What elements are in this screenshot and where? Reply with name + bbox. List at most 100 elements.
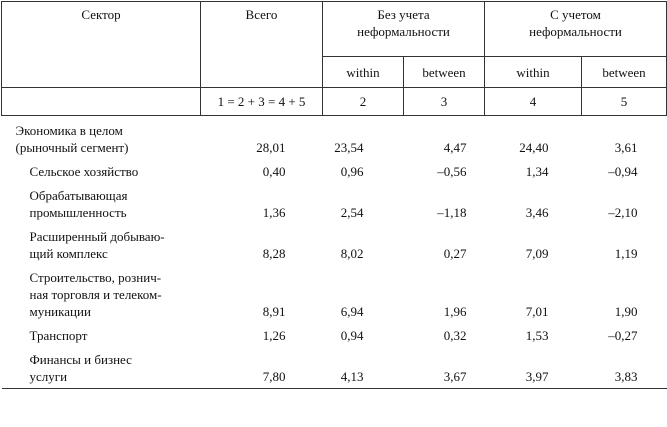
value-cell: 8,02 <box>323 224 404 265</box>
table-row: Расширенный добываю-щий комплекс 8,28 8,02… <box>2 224 667 265</box>
header-text: неформальности <box>357 24 450 39</box>
header-text: 4 <box>529 94 537 109</box>
header-text: Без учета <box>377 7 430 22</box>
table-row: Транспорт 1,26 0,94 0,32 1,53 –0,27 <box>2 323 667 347</box>
sector-cell: Финансы и бизнес услуги <box>1 347 201 389</box>
table-body: Экономика в целом (рыночный сегмент) 28,01… <box>1 116 667 389</box>
header-text: Сектор <box>81 7 121 22</box>
sector-text: (рыночный сегмент) <box>15 140 129 155</box>
sector-cell: Транспорт <box>2 323 201 347</box>
value-cell: 7,01 <box>485 265 582 323</box>
sector-text: Экономика в целом <box>15 123 123 138</box>
value-text: 1,96 <box>443 304 467 319</box>
header-cell: С учетом неформальности <box>484 1 667 57</box>
value-text: 3,61 <box>614 140 638 155</box>
value-text: 7,09 <box>525 246 549 261</box>
value-text: 24,40 <box>519 140 549 155</box>
header-text: С учетом <box>550 7 601 22</box>
value-text: 6,94 <box>340 304 364 319</box>
value-cell: 1,36 <box>201 183 323 224</box>
table-row: Сельское хозяйство 0,40 0,96 –0,56 1,34 –0,94 <box>2 159 667 183</box>
header-text: within <box>516 64 550 80</box>
header-text: within <box>346 64 380 80</box>
value-cell: 3,46 <box>485 183 582 224</box>
value-cell: 4,47 <box>404 116 485 160</box>
value-text: 0,32 <box>443 328 467 343</box>
table-header: Сектор Всего Без учета неформальности С у… <box>1 1 667 116</box>
value-text: 2,54 <box>340 205 364 220</box>
value-cell: 6,94 <box>323 265 404 323</box>
value-cell: 1,96 <box>404 265 485 323</box>
value-cell: –2,10 <box>582 183 667 224</box>
header-cell: 5 <box>581 87 667 116</box>
value-cell: 4,13 <box>322 347 404 389</box>
value-cell: 1,34 <box>485 159 582 183</box>
value-text: 1,19 <box>614 246 638 261</box>
sector-text: Расширенный добываю- <box>29 229 165 244</box>
sector-cell: Обрабатывающая промышленность <box>2 183 201 224</box>
value-cell: 0,27 <box>404 224 485 265</box>
sector-text: Сельское хозяйство <box>29 164 139 179</box>
header-cell: Сектор <box>1 1 201 88</box>
header-cell: within <box>322 56 404 88</box>
value-cell: 7,80 <box>200 347 323 389</box>
value-cell: 0,96 <box>323 159 404 183</box>
value-cell: –1,18 <box>404 183 485 224</box>
value-cell: 3,67 <box>403 347 485 389</box>
value-text: –0,27 <box>608 328 638 343</box>
header-cell: Без учета неформальности <box>322 1 485 57</box>
table-row: Финансы и бизнес услуги 7,80 4,13 3,67 3,97 3,… <box>1 347 667 389</box>
value-cell: 8,91 <box>201 265 323 323</box>
sector-text: Строительство, рознич- <box>29 270 162 285</box>
value-text: –0,56 <box>437 164 467 179</box>
value-text: 3,97 <box>525 369 549 384</box>
sector-text: промышленность <box>29 205 127 220</box>
sector-cell: Сельское хозяйство <box>2 159 201 183</box>
header-cell: 4 <box>484 87 582 116</box>
value-text: 7,80 <box>262 369 286 384</box>
value-cell: –0,56 <box>404 159 485 183</box>
value-text: 0,40 <box>262 164 286 179</box>
value-text: 3,46 <box>525 205 549 220</box>
value-cell: 1,26 <box>201 323 323 347</box>
value-text: 1,36 <box>262 205 286 220</box>
value-cell: –0,94 <box>582 159 667 183</box>
value-cell: 3,97 <box>484 347 582 389</box>
value-text: 4,47 <box>443 140 467 155</box>
value-cell: –0,27 <box>582 323 667 347</box>
value-text: 3,67 <box>443 369 467 384</box>
data-table: Сектор Всего Без учета неформальности С у… <box>1 1 667 389</box>
value-cell: 0,40 <box>201 159 323 183</box>
sector-text: ная торговля и телеком- <box>29 287 162 302</box>
header-cell <box>1 87 201 116</box>
header-cell: 2 <box>322 87 404 116</box>
value-text: 8,91 <box>262 304 286 319</box>
sector-text: Финансы и бизнес <box>29 352 132 367</box>
value-text: –2,10 <box>608 205 638 220</box>
sector-text: Транспорт <box>29 328 88 343</box>
header-cell: within <box>484 56 582 88</box>
header-text: Всего <box>245 7 278 22</box>
value-cell: 0,94 <box>323 323 404 347</box>
header-text: 1 = 2 + 3 = 4 + 5 <box>217 94 306 109</box>
sector-cell: Расширенный добываю-щий комплекс <box>2 224 201 265</box>
value-text: 23,54 <box>334 140 364 155</box>
value-cell: 1,90 <box>582 265 667 323</box>
value-text: 0,96 <box>340 164 364 179</box>
header-cell: 1 = 2 + 3 = 4 + 5 <box>200 87 323 116</box>
header-cell: between <box>581 56 667 88</box>
value-cell: 2,54 <box>323 183 404 224</box>
value-text: –0,94 <box>608 164 638 179</box>
value-text: 0,94 <box>340 328 364 343</box>
value-text: 3,83 <box>614 369 638 384</box>
value-cell: 3,83 <box>581 347 667 389</box>
header-cell: 3 <box>403 87 485 116</box>
sector-text: услуги <box>29 369 68 384</box>
value-text: 1,53 <box>525 328 549 343</box>
value-cell: 7,09 <box>485 224 582 265</box>
value-text: 28,01 <box>256 140 286 155</box>
value-text: 8,28 <box>262 246 286 261</box>
value-cell: 1,19 <box>582 224 667 265</box>
value-cell: 28,01 <box>201 116 323 160</box>
